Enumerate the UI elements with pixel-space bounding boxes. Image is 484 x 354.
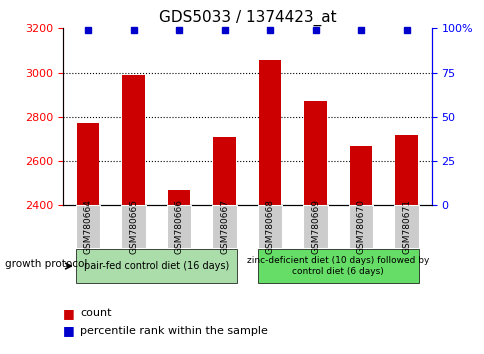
Text: GSM780671: GSM780671 [401,199,410,254]
Text: growth protocol: growth protocol [5,259,87,269]
Bar [349,145,372,205]
Bar [76,124,99,205]
Bar [394,135,417,205]
Text: GSM780669: GSM780669 [310,199,319,254]
Text: GSM780666: GSM780666 [174,199,183,254]
Bar [121,205,146,248]
Bar [302,205,327,248]
Bar [213,137,236,205]
Bar [257,249,418,283]
Text: GSM780667: GSM780667 [220,199,228,254]
Text: GSM780668: GSM780668 [265,199,274,254]
Bar [393,205,418,248]
Text: GSM780665: GSM780665 [129,199,138,254]
Bar [76,249,236,283]
Text: count: count [80,308,111,318]
Bar [257,205,282,248]
Bar [258,61,281,205]
Text: percentile rank within the sample: percentile rank within the sample [80,326,267,336]
Title: GDS5033 / 1374423_at: GDS5033 / 1374423_at [158,9,335,25]
Bar [122,75,145,205]
Bar [76,205,100,248]
Text: GSM780664: GSM780664 [83,199,92,254]
Bar [166,205,191,248]
Text: pair-fed control diet (16 days): pair-fed control diet (16 days) [84,261,228,271]
Bar [167,190,190,205]
Bar [348,205,373,248]
Text: GSM780670: GSM780670 [356,199,365,254]
Text: ■: ■ [63,307,75,320]
Text: ■: ■ [63,325,75,337]
Bar [212,205,236,248]
Text: zinc-deficient diet (10 days) followed by
control diet (6 days): zinc-deficient diet (10 days) followed b… [247,256,429,276]
Bar [303,101,326,205]
